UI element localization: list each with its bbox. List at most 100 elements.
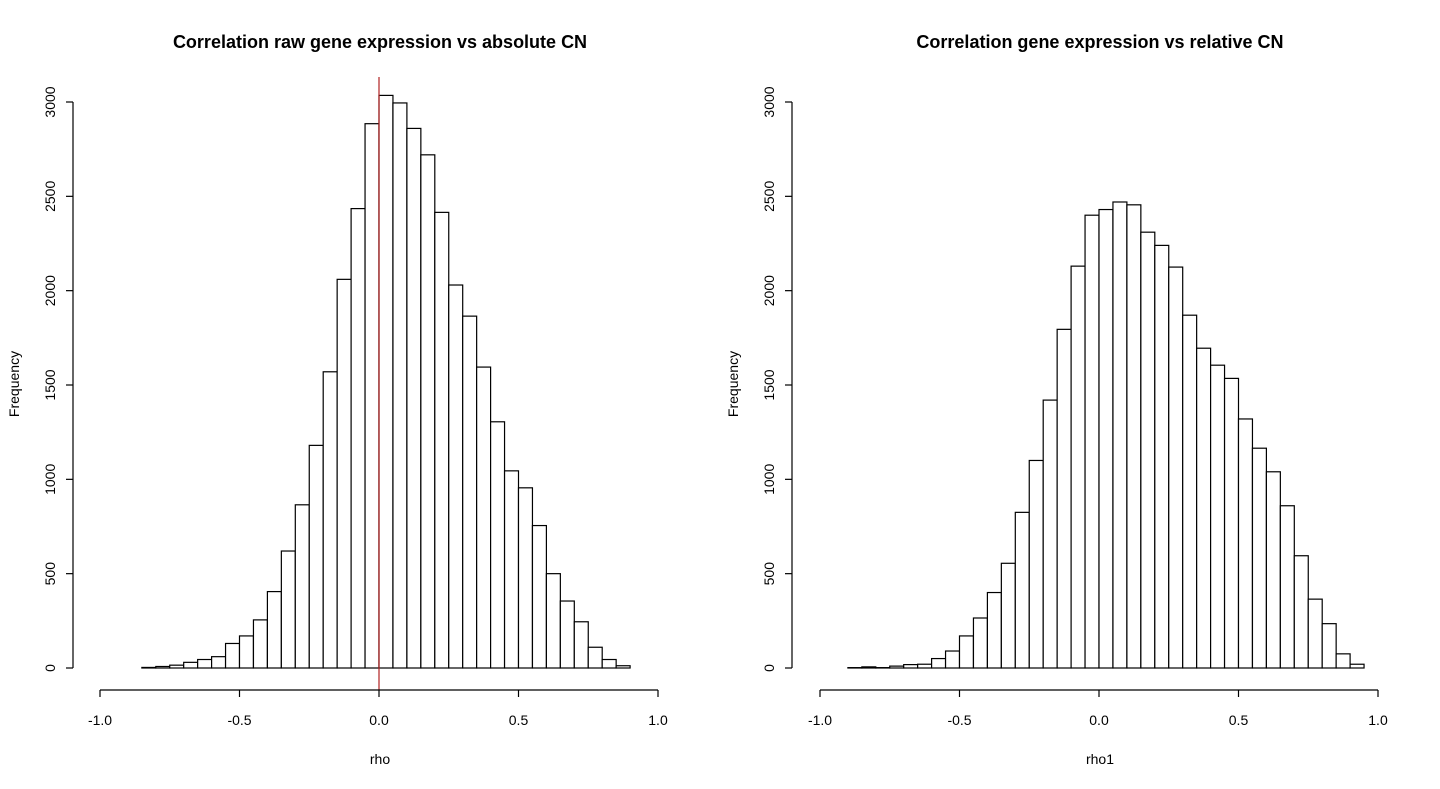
histogram-bar (601, 658, 617, 669)
x-axis-label: rho (370, 751, 390, 767)
histogram-bar (559, 600, 575, 669)
histogram-bar (1209, 364, 1226, 669)
histogram-bar (364, 123, 380, 669)
histogram-bar (1182, 314, 1198, 669)
histogram-bar (889, 665, 905, 669)
histogram-bar (169, 664, 185, 669)
histogram-bar (958, 635, 975, 669)
y-tick-label: 2500 (42, 181, 58, 212)
x-tick-label: 1.0 (648, 712, 668, 728)
histogram-bar (294, 504, 310, 669)
histogram-bar (211, 656, 227, 669)
histogram-bar (406, 127, 422, 669)
y-tick-label: 0 (761, 664, 777, 672)
y-tick-label: 500 (42, 562, 58, 586)
histogram-bar (322, 371, 338, 669)
histogram-bar (350, 207, 366, 669)
y-tick-label: 2500 (761, 181, 777, 212)
y-tick-label: 1000 (42, 464, 58, 495)
histogram-bar (1251, 447, 1267, 669)
y-tick-label: 500 (761, 562, 777, 586)
histogram-bar (1070, 265, 1086, 669)
histogram-bar (448, 284, 464, 669)
histogram-bar (392, 102, 408, 669)
histogram-bar (308, 444, 324, 669)
y-axis-label: Frequency (725, 351, 741, 417)
x-tick-label: -1.0 (808, 712, 832, 728)
y-tick-label: 1000 (761, 464, 777, 495)
x-tick-label: 0.5 (1229, 712, 1249, 728)
histogram-bar (420, 154, 436, 669)
y-tick-label: 1500 (42, 369, 58, 400)
histogram-bar (183, 661, 199, 669)
histogram-bar (462, 315, 478, 669)
y-tick-label: 3000 (761, 86, 777, 117)
histogram-bar (1279, 505, 1295, 669)
histogram-bar (1265, 471, 1281, 669)
histogram-bar (1042, 399, 1058, 669)
histogram-bar (1223, 377, 1240, 669)
x-tick-label: 1.0 (1368, 712, 1388, 728)
y-axis: 0 500 1000 1500 2000 2500 3000 (761, 86, 793, 672)
x-axis-label: rho1 (1086, 751, 1114, 767)
histogram-bar (1307, 598, 1323, 669)
histogram-bar (531, 524, 548, 669)
chart-title: Correlation gene expression vs relative … (916, 32, 1283, 52)
bars (141, 94, 631, 669)
histogram-bar (587, 646, 603, 669)
y-tick-label: 1500 (761, 369, 777, 400)
histogram-bar (1126, 204, 1142, 669)
y-tick-label: 2000 (42, 275, 58, 306)
histogram-panel-rho: Correlation raw gene expression vs absol… (6, 32, 668, 767)
y-axis: 0 500 1000 1500 2000 2500 3000 (42, 86, 74, 672)
histogram-bar (972, 617, 989, 669)
histogram-bar (476, 366, 492, 669)
histogram-bar (490, 421, 506, 669)
x-tick-label: -0.5 (947, 712, 971, 728)
histogram-bar (434, 211, 450, 669)
chart-title: Correlation raw gene expression vs absol… (173, 32, 587, 52)
x-tick-label: 0.0 (1089, 712, 1109, 728)
histogram-bar (336, 278, 352, 669)
bars (847, 201, 1365, 669)
x-axis: -1.0 -0.5 0.0 0.5 1.0 (88, 689, 668, 728)
histogram-bar (280, 550, 296, 669)
histogram-bar (1000, 562, 1016, 669)
histogram-bar (917, 663, 933, 669)
histogram-bar (1028, 459, 1044, 669)
histogram-bar (1084, 214, 1100, 669)
histogram-bar (1293, 555, 1309, 669)
histogram-bar (1014, 511, 1030, 669)
histogram-bar (1335, 653, 1351, 669)
histogram-bar (503, 470, 520, 669)
histogram-bar (266, 590, 282, 669)
histogram-bar (238, 635, 255, 669)
histogram-bar (986, 591, 1002, 669)
histogram-bar (1098, 208, 1114, 669)
x-tick-label: -0.5 (227, 712, 251, 728)
histogram-bar (1237, 418, 1254, 669)
y-tick-label: 0 (42, 664, 58, 672)
x-axis: -1.0 -0.5 0.0 0.5 1.0 (808, 689, 1388, 728)
histogram-bar (1196, 347, 1212, 669)
histogram-bar (944, 650, 961, 669)
histogram-bar (930, 657, 947, 669)
histogram-bar (1112, 201, 1128, 669)
x-tick-label: 0.5 (509, 712, 529, 728)
y-axis-label: Frequency (6, 351, 22, 417)
histogram-bar (1349, 663, 1365, 669)
histogram-bar (1154, 244, 1170, 669)
histogram-bar (1321, 623, 1337, 669)
histogram-bar (545, 573, 561, 669)
histogram-bar (141, 666, 157, 669)
histogram-bar (1140, 231, 1156, 669)
x-tick-label: 0.0 (369, 712, 389, 728)
histogram-bar (903, 664, 919, 669)
y-tick-label: 2000 (761, 275, 777, 306)
histogram-bar (155, 665, 171, 669)
histogram-bar (517, 487, 534, 669)
histogram-panel-rho1: Correlation gene expression vs relative … (725, 32, 1388, 767)
x-tick-label: -1.0 (88, 712, 112, 728)
histogram-bar (1056, 328, 1072, 669)
